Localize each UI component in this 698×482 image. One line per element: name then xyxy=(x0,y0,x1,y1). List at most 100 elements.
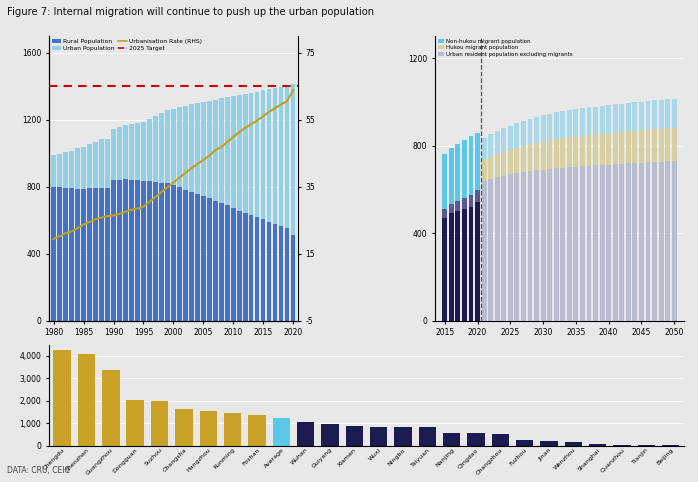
Bar xyxy=(619,104,624,132)
Bar xyxy=(521,121,526,146)
Bar xyxy=(111,129,116,180)
Bar xyxy=(619,132,624,164)
Bar xyxy=(671,161,676,321)
Bar xyxy=(639,102,644,130)
Bar xyxy=(613,104,618,133)
Bar xyxy=(370,427,387,446)
Bar xyxy=(443,218,447,321)
Bar xyxy=(69,151,74,188)
Bar xyxy=(462,209,467,321)
Bar xyxy=(419,428,436,446)
Bar xyxy=(248,415,266,446)
Bar xyxy=(183,190,188,321)
Bar xyxy=(626,163,631,321)
Bar xyxy=(105,139,110,188)
Bar xyxy=(567,137,572,167)
Bar xyxy=(346,426,363,446)
Bar xyxy=(554,168,558,321)
Bar xyxy=(183,106,188,190)
Bar xyxy=(272,418,290,446)
Bar xyxy=(225,205,230,321)
Bar xyxy=(394,427,412,446)
Bar xyxy=(77,354,96,446)
Bar xyxy=(129,124,134,179)
Bar xyxy=(279,226,283,321)
Bar xyxy=(508,150,513,174)
Bar xyxy=(547,140,552,169)
Bar xyxy=(455,144,461,201)
Bar xyxy=(462,140,467,198)
Bar xyxy=(475,133,480,190)
Bar xyxy=(213,100,218,201)
Bar xyxy=(57,187,62,321)
Bar xyxy=(201,196,206,321)
Bar xyxy=(291,84,295,235)
Bar xyxy=(593,134,598,165)
Bar xyxy=(99,188,104,321)
Bar xyxy=(87,144,92,188)
Bar xyxy=(508,174,513,321)
Bar xyxy=(516,440,533,446)
Bar xyxy=(639,130,644,162)
Bar xyxy=(574,136,579,167)
Bar xyxy=(508,126,513,150)
Bar xyxy=(514,123,519,148)
Bar xyxy=(586,166,591,321)
Bar xyxy=(224,413,242,446)
Bar xyxy=(195,194,200,321)
Bar xyxy=(54,349,71,446)
Bar xyxy=(574,167,579,321)
Bar xyxy=(593,165,598,321)
Bar xyxy=(613,164,618,321)
Legend: Non-hukou migrant population, Hukou migrant population, Urban resident populatio: Non-hukou migrant population, Hukou migr… xyxy=(438,39,572,57)
Bar xyxy=(443,432,461,446)
Bar xyxy=(540,441,558,446)
Bar xyxy=(652,162,657,321)
Bar xyxy=(82,147,86,188)
Bar xyxy=(124,125,128,179)
Bar xyxy=(52,155,56,187)
Bar xyxy=(547,169,552,321)
Bar xyxy=(534,143,539,171)
Bar xyxy=(534,117,539,143)
Bar xyxy=(153,116,158,182)
Bar xyxy=(665,161,670,321)
Bar xyxy=(219,203,223,321)
Bar xyxy=(213,201,218,321)
Bar xyxy=(652,100,657,129)
Bar xyxy=(189,104,193,192)
Bar xyxy=(237,211,242,321)
Bar xyxy=(261,90,265,219)
Bar xyxy=(606,105,611,133)
Bar xyxy=(600,106,604,134)
Bar xyxy=(475,202,480,321)
Bar xyxy=(175,409,193,446)
Bar xyxy=(177,187,181,321)
Bar xyxy=(614,445,631,446)
Bar xyxy=(177,107,181,187)
Bar xyxy=(462,198,467,209)
Bar xyxy=(267,89,272,222)
Legend: Rural Population, Urban Population, Urbanisation Rate (RHS), 2025 Target: Rural Population, Urban Population, Urba… xyxy=(52,39,202,51)
Bar xyxy=(111,180,116,321)
Bar xyxy=(495,154,500,177)
Bar xyxy=(243,213,248,321)
Bar xyxy=(151,401,168,446)
Bar xyxy=(219,98,223,203)
Bar xyxy=(285,86,290,228)
Bar xyxy=(64,188,68,321)
Bar xyxy=(449,148,454,204)
Bar xyxy=(554,112,558,139)
Bar xyxy=(468,136,473,195)
Bar xyxy=(231,208,235,321)
Bar xyxy=(574,109,579,136)
Bar xyxy=(475,190,480,202)
Bar xyxy=(69,188,74,321)
Bar xyxy=(488,134,493,157)
Bar xyxy=(285,228,290,321)
Bar xyxy=(632,103,637,131)
Bar xyxy=(567,167,572,321)
Bar xyxy=(495,131,500,154)
Bar xyxy=(560,111,565,138)
Bar xyxy=(632,131,637,163)
